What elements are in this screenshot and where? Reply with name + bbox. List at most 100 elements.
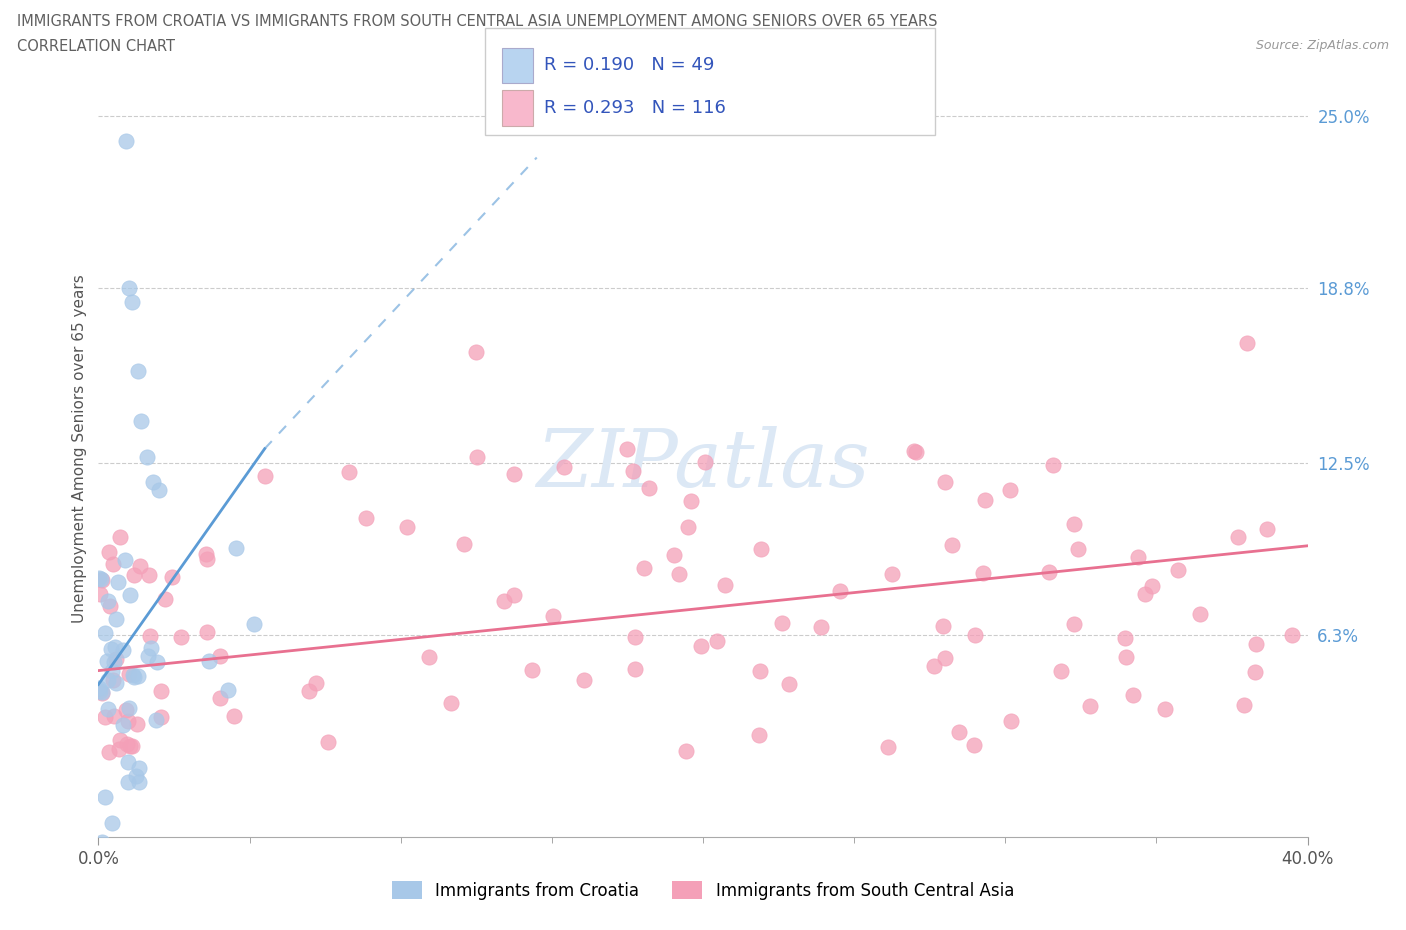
Point bbox=[111, 718, 134, 733]
Point bbox=[1246, 636, 1268, 651]
Point bbox=[316, 735, 339, 750]
Point bbox=[127, 669, 149, 684]
Point bbox=[748, 663, 770, 678]
Point bbox=[89, 680, 111, 695]
Point bbox=[1067, 541, 1090, 556]
Text: R = 0.293   N = 116: R = 0.293 N = 116 bbox=[544, 100, 725, 117]
Point bbox=[141, 641, 163, 656]
Point bbox=[97, 594, 120, 609]
Point bbox=[98, 599, 121, 614]
Point bbox=[142, 474, 165, 489]
Point bbox=[225, 540, 247, 555]
Point bbox=[948, 724, 970, 739]
Point bbox=[100, 642, 122, 657]
Point bbox=[122, 667, 145, 682]
Point bbox=[101, 663, 124, 678]
Point bbox=[621, 464, 644, 479]
Point bbox=[107, 575, 129, 590]
Point bbox=[941, 538, 963, 552]
Point bbox=[965, 627, 987, 642]
Point bbox=[90, 684, 112, 699]
Point bbox=[104, 652, 127, 667]
Point bbox=[668, 566, 690, 581]
Point bbox=[117, 713, 139, 728]
Point bbox=[1122, 687, 1144, 702]
Point bbox=[89, 587, 111, 602]
Point bbox=[934, 474, 956, 489]
Point bbox=[624, 630, 647, 644]
Point bbox=[1140, 579, 1163, 594]
Point bbox=[208, 648, 231, 663]
Point bbox=[520, 662, 543, 677]
Point bbox=[194, 546, 217, 561]
Point bbox=[90, 685, 112, 700]
Point bbox=[114, 552, 136, 567]
Point bbox=[810, 620, 832, 635]
Point bbox=[149, 710, 172, 724]
Point bbox=[118, 588, 141, 603]
Point bbox=[253, 469, 276, 484]
Point bbox=[94, 710, 117, 724]
Point bbox=[97, 745, 120, 760]
Point bbox=[105, 611, 128, 626]
Point bbox=[922, 658, 945, 673]
Point bbox=[1115, 649, 1137, 664]
Point bbox=[624, 662, 647, 677]
Point bbox=[770, 616, 793, 631]
Point bbox=[354, 511, 377, 525]
Point bbox=[748, 727, 770, 742]
Point bbox=[396, 520, 419, 535]
Point bbox=[114, 133, 136, 148]
Point bbox=[136, 648, 159, 663]
Point bbox=[1243, 665, 1265, 680]
Point bbox=[129, 414, 152, 429]
Point bbox=[1063, 517, 1085, 532]
Point bbox=[111, 643, 134, 658]
Point bbox=[129, 559, 152, 574]
Point bbox=[1000, 713, 1022, 728]
Point bbox=[974, 493, 997, 508]
Point bbox=[1114, 631, 1136, 645]
Point bbox=[1236, 336, 1258, 351]
Point bbox=[633, 561, 655, 576]
Point bbox=[440, 696, 463, 711]
Point bbox=[1256, 522, 1278, 537]
Point bbox=[121, 738, 143, 753]
Y-axis label: Unemployment Among Seniors over 65 years: Unemployment Among Seniors over 65 years bbox=[72, 274, 87, 623]
Point bbox=[932, 618, 955, 633]
Point bbox=[150, 684, 173, 698]
Point bbox=[122, 670, 145, 684]
Point bbox=[1063, 617, 1085, 631]
Point bbox=[94, 790, 117, 804]
Legend: Immigrants from Croatia, Immigrants from South Central Asia: Immigrants from Croatia, Immigrants from… bbox=[385, 875, 1021, 907]
Point bbox=[87, 570, 110, 585]
Point bbox=[492, 593, 515, 608]
Point bbox=[124, 567, 146, 582]
Point bbox=[574, 672, 596, 687]
Point bbox=[465, 449, 488, 464]
Point bbox=[998, 482, 1021, 497]
Point bbox=[298, 684, 321, 698]
Point bbox=[114, 702, 136, 717]
Point bbox=[217, 683, 239, 698]
Point bbox=[91, 835, 114, 850]
Point bbox=[243, 617, 266, 631]
Point bbox=[115, 737, 138, 751]
Point bbox=[1050, 664, 1073, 679]
Text: IMMIGRANTS FROM CROATIA VS IMMIGRANTS FROM SOUTH CENTRAL ASIA UNEMPLOYMENT AMONG: IMMIGRANTS FROM CROATIA VS IMMIGRANTS FR… bbox=[17, 14, 938, 29]
Point bbox=[690, 638, 713, 653]
Point bbox=[101, 672, 124, 687]
Point bbox=[96, 672, 118, 687]
Point bbox=[418, 650, 440, 665]
Point bbox=[465, 344, 488, 359]
Point bbox=[103, 709, 125, 724]
Point bbox=[972, 565, 994, 580]
Point bbox=[662, 548, 685, 563]
Point bbox=[963, 737, 986, 752]
Point bbox=[224, 709, 246, 724]
Text: R = 0.190   N = 49: R = 0.190 N = 49 bbox=[544, 57, 714, 74]
Point bbox=[1281, 627, 1303, 642]
Text: ZIPatlas: ZIPatlas bbox=[536, 426, 870, 503]
Point bbox=[305, 675, 328, 690]
Point bbox=[124, 768, 146, 783]
